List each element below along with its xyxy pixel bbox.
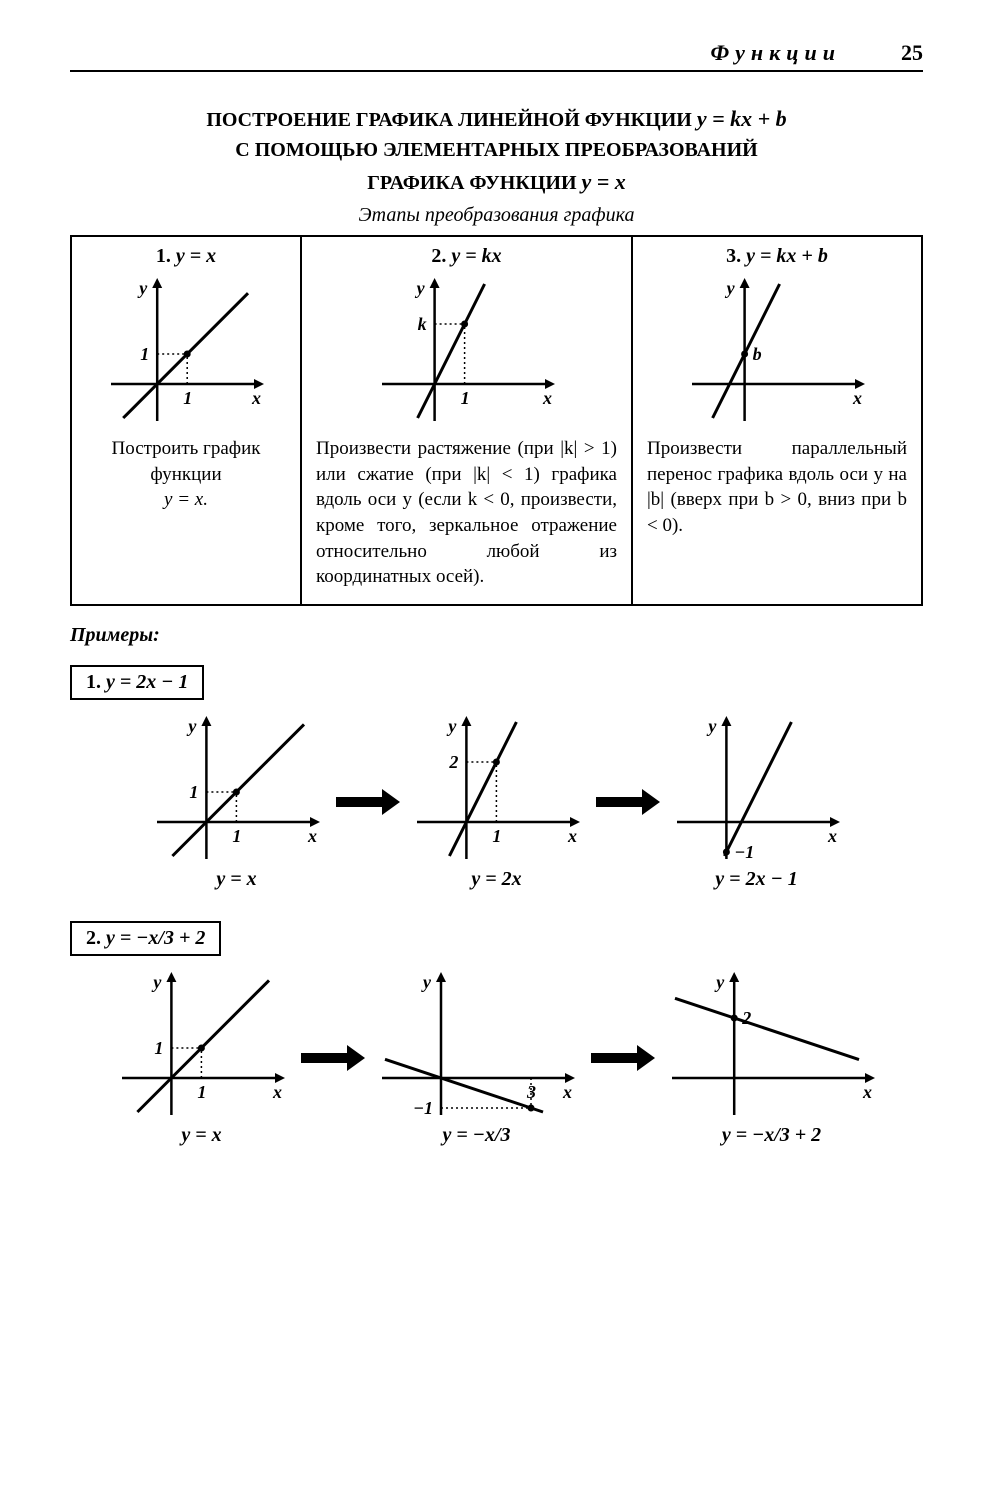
stage2-text: Произвести растяжение (при |k| > 1) или … xyxy=(316,436,617,590)
svg-text:x: x xyxy=(251,388,261,408)
chapter-title: Функции xyxy=(710,40,841,66)
svg-text:1: 1 xyxy=(460,388,469,408)
svg-text:y: y xyxy=(414,278,425,298)
example2-step3: yx2 y = −x/3 + 2 xyxy=(667,970,877,1147)
title-line2: С ПОМОЩЬЮ ЭЛЕМЕНТАРНЫХ ПРЕОБРАЗОВАНИЙ xyxy=(235,139,757,161)
svg-text:−1: −1 xyxy=(734,842,754,862)
svg-text:1: 1 xyxy=(197,1082,206,1102)
example1-strip: yx11 y = x yx12 y = 2x yx−1 y = 2x − 1 xyxy=(70,714,923,891)
stage1-title: 1. y = x xyxy=(86,245,286,268)
example1-step2: yx12 y = 2x xyxy=(412,714,582,891)
example2-strip: yx11 y = x yx3−1 y = −x/3 yx2 y = −x/3 +… xyxy=(70,970,923,1147)
svg-text:y: y xyxy=(421,972,432,992)
page-number: 25 xyxy=(901,40,923,66)
svg-text:1: 1 xyxy=(232,826,241,846)
main-title: ПОСТРОЕНИЕ ГРАФИКА ЛИНЕЙНОЙ ФУНКЦИИ y = … xyxy=(70,102,923,198)
stage1-graph: y x 1 1 xyxy=(86,276,286,426)
stage3-text: Произвести параллельный перенос графика … xyxy=(647,436,907,539)
example2-step2: yx3−1 y = −x/3 xyxy=(377,970,577,1147)
arrow-icon xyxy=(332,782,402,822)
stage3-title: 3. y = kx + b xyxy=(647,245,907,268)
svg-text:x: x xyxy=(827,826,837,846)
stage-col-1: 1. y = x y x 1 1 Построить график функции y… xyxy=(72,237,300,604)
svg-text:1: 1 xyxy=(183,388,192,408)
title-line3-formula: y = x xyxy=(582,169,626,194)
svg-text:2: 2 xyxy=(741,1008,751,1028)
svg-text:y: y xyxy=(151,972,162,992)
svg-text:x: x xyxy=(562,1082,572,1102)
stage-col-3: 3. y = kx + b y x b Произвести параллельны… xyxy=(631,237,921,604)
title-line1-formula: y = kx + b xyxy=(697,106,787,131)
example2-box: 2. y = −x/3 + 2 xyxy=(70,921,221,956)
svg-text:x: x xyxy=(862,1082,872,1102)
svg-text:x: x xyxy=(272,1082,282,1102)
svg-text:y: y xyxy=(725,278,736,298)
arrow-icon xyxy=(592,782,662,822)
example1-box: 1. y = 2x − 1 xyxy=(70,665,204,700)
svg-text:3: 3 xyxy=(526,1082,536,1102)
stages-subtitle: Этапы преобразования графика xyxy=(70,204,923,227)
svg-text:x: x xyxy=(307,826,317,846)
title-line1-text: ПОСТРОЕНИЕ ГРАФИКА ЛИНЕЙНОЙ ФУНКЦИИ xyxy=(206,109,696,131)
svg-text:2: 2 xyxy=(448,752,458,772)
example1-step1: yx11 y = x xyxy=(152,714,322,891)
example1-step3: yx−1 y = 2x − 1 xyxy=(672,714,842,891)
arrow-icon xyxy=(587,1038,657,1078)
page: Функции 25 ПОСТРОЕНИЕ ГРАФИКА ЛИНЕЙНОЙ Ф… xyxy=(0,0,993,1237)
svg-text:1: 1 xyxy=(154,1038,163,1058)
example2-step1: yx11 y = x xyxy=(117,970,287,1147)
stage1-text: Построить график функции y = x. xyxy=(86,436,286,513)
stage3-graph: y x b xyxy=(647,276,907,426)
running-head: Функции 25 xyxy=(70,40,923,72)
svg-text:y: y xyxy=(714,972,725,992)
stage2-title: 2. y = kx xyxy=(316,245,617,268)
svg-text:x: x xyxy=(852,388,862,408)
svg-text:1: 1 xyxy=(140,344,149,364)
arrow-icon xyxy=(297,1038,367,1078)
svg-text:k: k xyxy=(417,314,426,334)
svg-text:y: y xyxy=(706,716,717,736)
svg-text:y: y xyxy=(186,716,197,736)
stage2-graph: y x 1 k xyxy=(316,276,617,426)
svg-text:y: y xyxy=(446,716,457,736)
svg-text:1: 1 xyxy=(189,782,198,802)
examples-label: Примеры: xyxy=(70,624,923,647)
svg-text:y: y xyxy=(137,278,148,298)
stages-table: 1. y = x y x 1 1 Построить график функции y… xyxy=(70,235,923,606)
svg-text:−1: −1 xyxy=(413,1098,433,1118)
svg-text:x: x xyxy=(567,826,577,846)
svg-text:b: b xyxy=(753,344,762,364)
stage-col-2: 2. y = kx y x 1 k Произвести растяжение (пр… xyxy=(300,237,631,604)
svg-text:x: x xyxy=(542,388,552,408)
title-line3-text: ГРАФИКА ФУНКЦИИ xyxy=(367,172,581,194)
svg-text:1: 1 xyxy=(492,826,501,846)
